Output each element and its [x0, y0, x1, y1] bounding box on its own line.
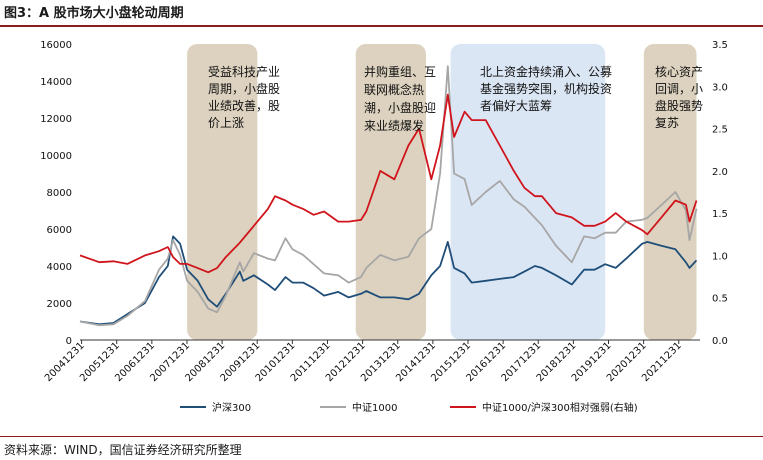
annotation-label: 核心资产: [655, 65, 703, 79]
y-left-tick-label: 2000: [47, 299, 72, 310]
annotation-label: 来业绩爆发: [364, 118, 424, 133]
y-right-tick-label: 0.5: [712, 294, 728, 305]
source-note: 资料来源：WIND，国信证券经济研究所整理: [4, 443, 242, 457]
y-left-tick-label: 0: [66, 336, 72, 347]
annotation-label: 基金强势突围，机构投资: [480, 81, 612, 96]
y-right-tick-label: 1.5: [712, 209, 728, 220]
legend-label: 沪深300: [212, 401, 251, 414]
annotation-zone: [643, 44, 697, 340]
annotation-label: 联网概念热: [364, 82, 424, 97]
y-left-tick-label: 4000: [47, 262, 72, 273]
y-right-tick-label: 2.0: [712, 167, 728, 178]
y-left-tick-label: 8000: [47, 188, 72, 199]
y-left-tick-label: 14000: [40, 77, 72, 88]
annotation-label: 受益科技产业: [208, 65, 280, 79]
annotation-label: 北上资金持续涌入、公募: [480, 64, 612, 79]
y-left-tick-label: 10000: [40, 151, 72, 162]
figure-title: 图3：A 股市场大小盘轮动周期: [4, 6, 184, 21]
y-right-tick-label: 1.0: [712, 251, 728, 262]
annotation-label: 并购重组、互: [364, 64, 436, 79]
title-rule: [0, 25, 763, 27]
annotation-label: 盘股强势: [655, 98, 703, 113]
y-left-tick-label: 12000: [40, 114, 72, 125]
y-right-tick-label: 3.5: [712, 40, 728, 51]
chart-svg: 0 2000 4000 6000 8000 10000 12000 14000 16000 0.0…: [40, 40, 728, 414]
annotation-zone: [355, 44, 427, 340]
y-right-tick-label: 0.0: [712, 336, 728, 347]
annotation-label: 者偏好大蓝筹: [480, 98, 552, 113]
annotation-label: 复苏: [655, 116, 679, 130]
y-left-tick-label: 6000: [47, 225, 72, 236]
annotation-zone: [450, 44, 606, 340]
annotation-label: 回调，小: [655, 82, 703, 96]
y-right-tick-label: 3.0: [712, 82, 728, 93]
annotation-zone: [187, 44, 258, 340]
y-left-tick-label: 16000: [40, 40, 72, 51]
annotation-label: 价上涨: [208, 115, 244, 130]
series-line: [79, 65, 698, 327]
source-rule: [0, 436, 763, 437]
series-line: [79, 235, 698, 326]
annotation-label: 潮，小盘股迎: [364, 100, 436, 115]
series-line: [79, 93, 698, 274]
y-right-tick-label: 2.5: [712, 125, 728, 136]
annotation-label: 周期，小盘股: [208, 81, 280, 96]
annotation-label: 业绩改善，股: [208, 98, 280, 113]
legend-label: 中证1000: [352, 401, 397, 414]
legend-label: 中证1000/沪深300相对强弱(右轴): [482, 401, 638, 414]
